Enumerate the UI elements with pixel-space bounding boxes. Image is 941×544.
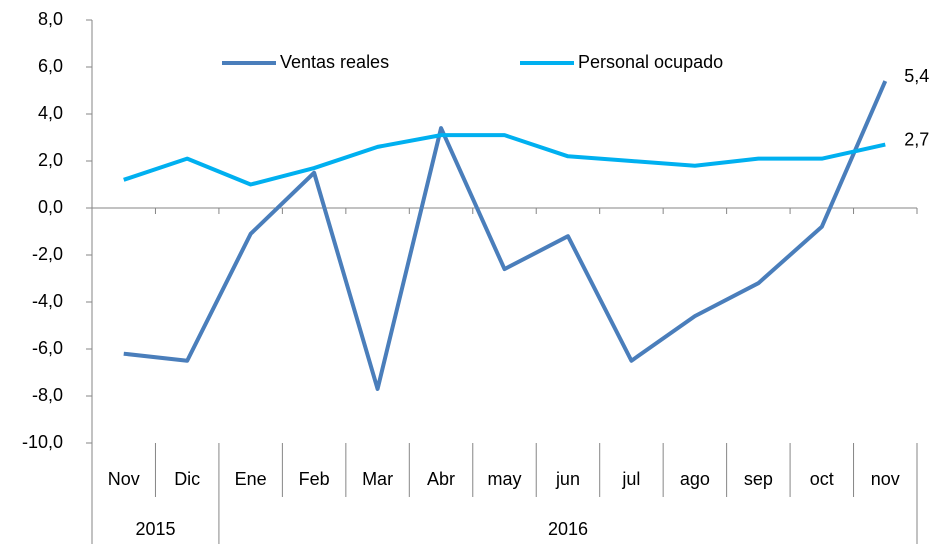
data-label: 5,4 [904, 66, 929, 86]
y-tick-label: 8,0 [38, 9, 63, 29]
y-tick-label: -2,0 [32, 244, 63, 264]
y-tick-label: -4,0 [32, 291, 63, 311]
line-series [123, 133, 886, 187]
y-tick-label: -8,0 [32, 385, 63, 405]
y-tick-label: 6,0 [38, 56, 63, 76]
x-tick-label: sep [744, 469, 773, 489]
data-label: 2,7 [904, 129, 929, 149]
x-tick-label: ago [680, 469, 710, 489]
x-tick-label: Nov [108, 469, 140, 489]
y-tick-label: 0,0 [38, 197, 63, 217]
y-tick-label: -10,0 [22, 432, 63, 452]
group-label: 2016 [548, 519, 588, 539]
x-tick-label: Feb [299, 469, 330, 489]
y-tick-label: -6,0 [32, 338, 63, 358]
x-tick-label: oct [810, 469, 834, 489]
group-label: 2015 [135, 519, 175, 539]
x-tick-label: jun [555, 469, 580, 489]
legend-label: Ventas reales [280, 52, 389, 72]
x-tick-label: nov [871, 469, 900, 489]
x-tick-label: Abr [427, 469, 455, 489]
x-tick-label: Ene [235, 469, 267, 489]
x-tick-label: may [487, 469, 521, 489]
x-tick-label: jul [621, 469, 640, 489]
y-tick-label: 4,0 [38, 103, 63, 123]
line-series [123, 80, 888, 391]
y-tick-label: 2,0 [38, 150, 63, 170]
legend-label: Personal ocupado [578, 52, 723, 72]
x-tick-label: Dic [174, 469, 200, 489]
x-tick-label: Mar [362, 469, 393, 489]
